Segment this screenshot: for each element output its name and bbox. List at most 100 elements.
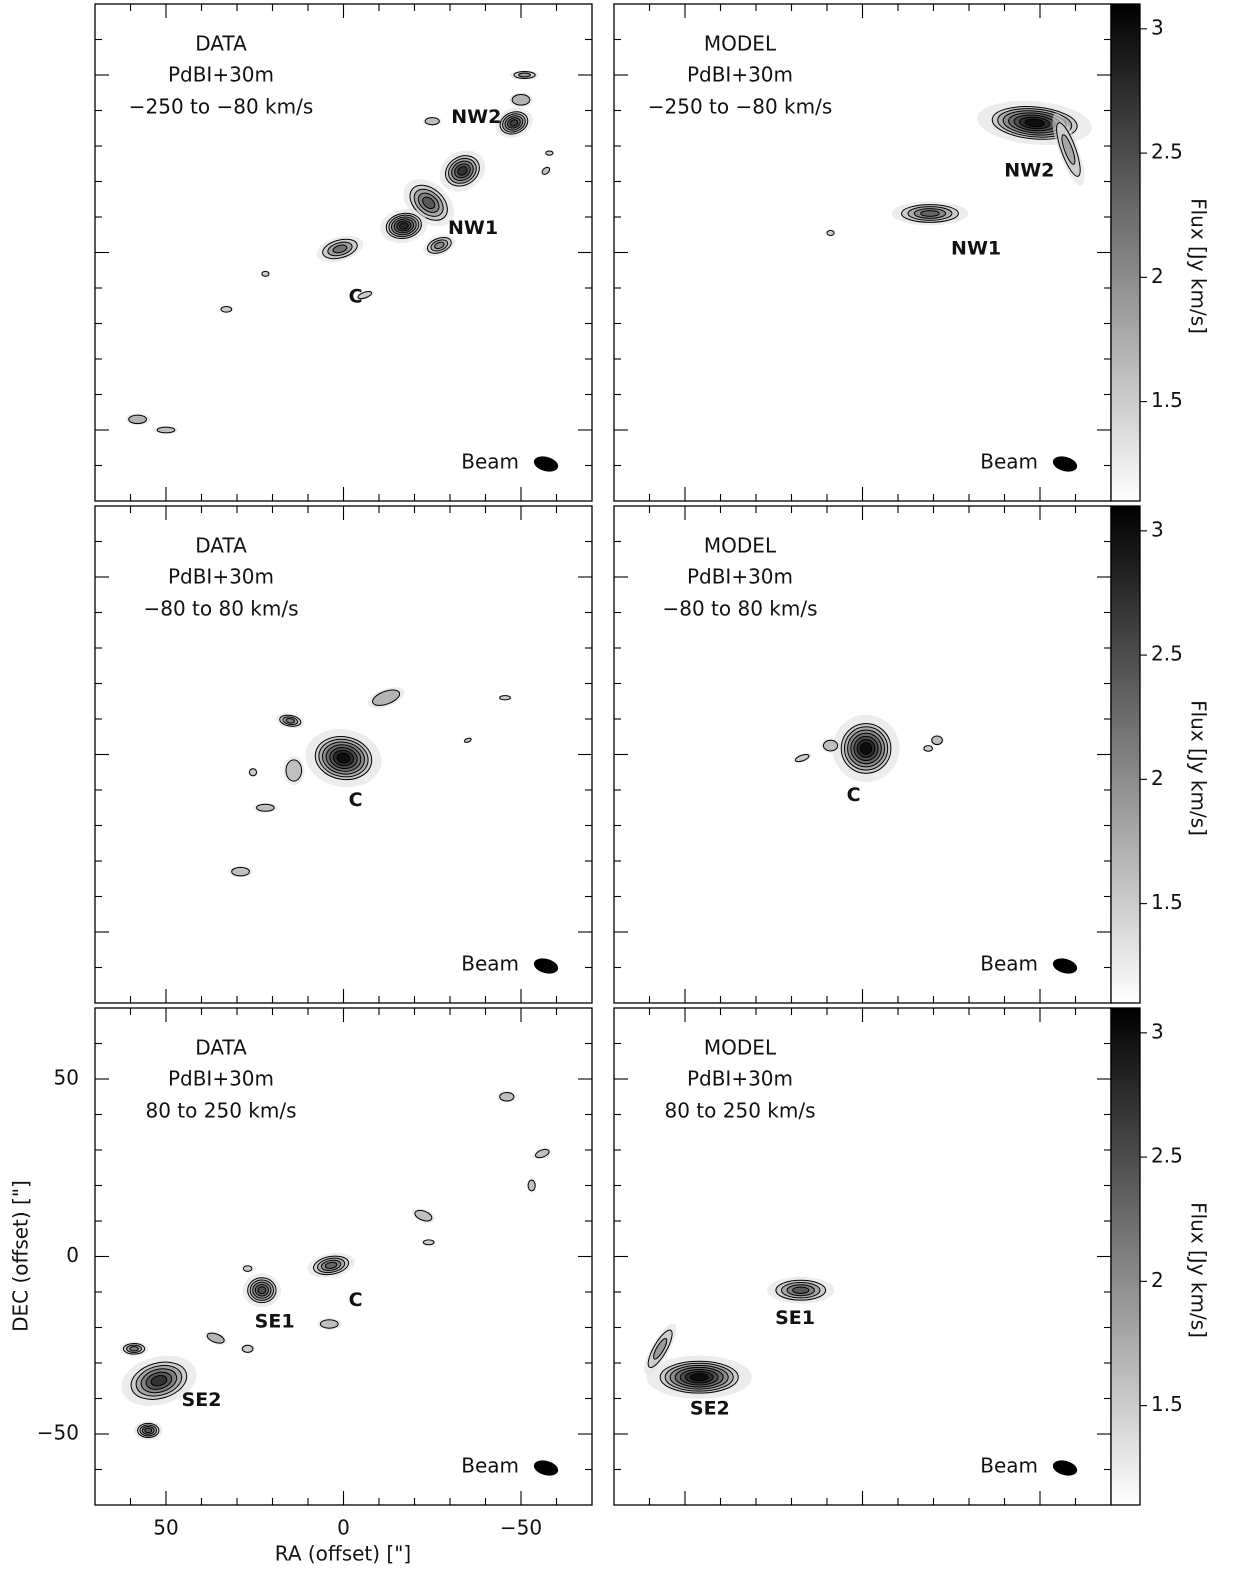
panel-velocity: −250 to −80 km/s	[648, 95, 833, 119]
contour	[931, 735, 943, 746]
contour	[545, 150, 554, 156]
panel	[825, 100, 1092, 237]
panel-velocity: −250 to −80 km/s	[129, 95, 314, 119]
contour	[150, 1375, 168, 1387]
contour	[509, 119, 519, 127]
contour	[792, 1286, 810, 1294]
colorbar-label: Flux [Jy km/s]	[1187, 700, 1211, 836]
colorbar-tick-label: 1.5	[1151, 890, 1183, 914]
panel-kind: DATA	[195, 32, 247, 56]
y-axis-label: DEC (offset) ["]	[9, 1180, 33, 1332]
contour	[422, 1239, 435, 1246]
contour	[653, 1338, 668, 1360]
contour	[248, 768, 258, 777]
colorbar-tick-label: 2	[1151, 1268, 1164, 1292]
panel-kind: MODEL	[704, 32, 777, 56]
contour	[1024, 118, 1045, 128]
colorbar-tick-label: 3	[1151, 517, 1164, 541]
contour	[261, 270, 270, 277]
colorbar-tick-label: 2	[1151, 264, 1164, 288]
contour	[319, 1319, 339, 1329]
panel-velocity: −80 to 80 km/s	[662, 597, 817, 621]
colorbar-label: Flux [Jy km/s]	[1187, 1202, 1211, 1338]
beam	[1052, 456, 1078, 472]
contour	[541, 166, 551, 175]
colorbar	[1110, 1007, 1141, 1506]
source-label: C	[349, 286, 363, 308]
contour	[689, 1373, 709, 1382]
contour	[242, 1265, 253, 1272]
panel-velocity: 80 to 250 km/s	[665, 1099, 816, 1123]
panel-kind: DATA	[195, 1036, 247, 1060]
contour	[324, 1261, 338, 1269]
colorbar-tick-label: 3	[1151, 1019, 1164, 1043]
contour	[923, 745, 933, 752]
panel-kind: MODEL	[704, 534, 777, 558]
beam	[1052, 958, 1078, 974]
contour	[414, 1209, 433, 1222]
contour	[920, 210, 940, 217]
colorbar-tick-label: 2.5	[1151, 642, 1183, 666]
contour	[256, 803, 275, 812]
source-label: NW2	[451, 106, 501, 128]
x-axis-label: RA (offset) ["]	[275, 1542, 411, 1566]
contour	[535, 1148, 550, 1159]
colorbar-tick-label: 1.5	[1151, 388, 1183, 412]
x-tick-label: 50	[153, 1516, 178, 1540]
contour	[826, 229, 835, 236]
contour	[822, 739, 839, 752]
source-label: NW1	[951, 237, 1001, 259]
contour	[336, 752, 351, 764]
source-label: NW2	[1004, 159, 1054, 181]
contour	[422, 196, 436, 209]
source-label: NW1	[448, 217, 498, 239]
panel	[119, 1090, 552, 1441]
source-label: SE2	[182, 1389, 222, 1411]
contour	[128, 414, 147, 425]
contour	[357, 290, 373, 300]
panel-config: PdBI+30m	[687, 565, 793, 589]
contour	[398, 222, 409, 230]
contour	[1061, 134, 1076, 165]
panel-kind: DATA	[195, 534, 247, 558]
beam-label: Beam	[980, 952, 1038, 976]
y-tick-label: 50	[54, 1066, 79, 1090]
source-label: SE1	[775, 1307, 815, 1329]
panel-velocity: −80 to 80 km/s	[143, 597, 298, 621]
contour	[424, 117, 440, 126]
panel	[125, 70, 555, 434]
beam-label: Beam	[980, 450, 1038, 474]
beam	[533, 456, 559, 472]
beam-label: Beam	[461, 1454, 519, 1478]
contour	[859, 742, 873, 755]
beam-label: Beam	[980, 1454, 1038, 1478]
contour	[457, 166, 468, 176]
y-tick-label: 0	[66, 1243, 79, 1267]
beam-label: Beam	[461, 952, 519, 976]
contour	[257, 1286, 267, 1295]
source-label: C	[847, 784, 861, 806]
panel	[793, 714, 945, 783]
colorbar	[1110, 3, 1141, 502]
source-label: SE1	[255, 1311, 295, 1333]
contour	[372, 689, 401, 706]
panel-kind: MODEL	[704, 1036, 777, 1060]
panel-config: PdBI+30m	[687, 1067, 793, 1091]
contour	[285, 718, 295, 724]
contour	[518, 72, 531, 78]
x-tick-label: −50	[500, 1516, 542, 1540]
contour	[332, 244, 348, 254]
contour	[129, 1346, 139, 1352]
source-label: SE2	[690, 1398, 730, 1420]
contour	[463, 737, 472, 743]
colorbar-tick-label: 2	[1151, 766, 1164, 790]
y-tick-label: −50	[37, 1421, 79, 1445]
colorbar-tick-label: 2.5	[1151, 1144, 1183, 1168]
contour	[241, 1344, 254, 1353]
contour	[499, 1091, 515, 1102]
contour	[285, 759, 303, 782]
contour	[220, 305, 233, 313]
panel-config: PdBI+30m	[168, 1067, 274, 1091]
panel-velocity: 80 to 250 km/s	[146, 1099, 297, 1123]
